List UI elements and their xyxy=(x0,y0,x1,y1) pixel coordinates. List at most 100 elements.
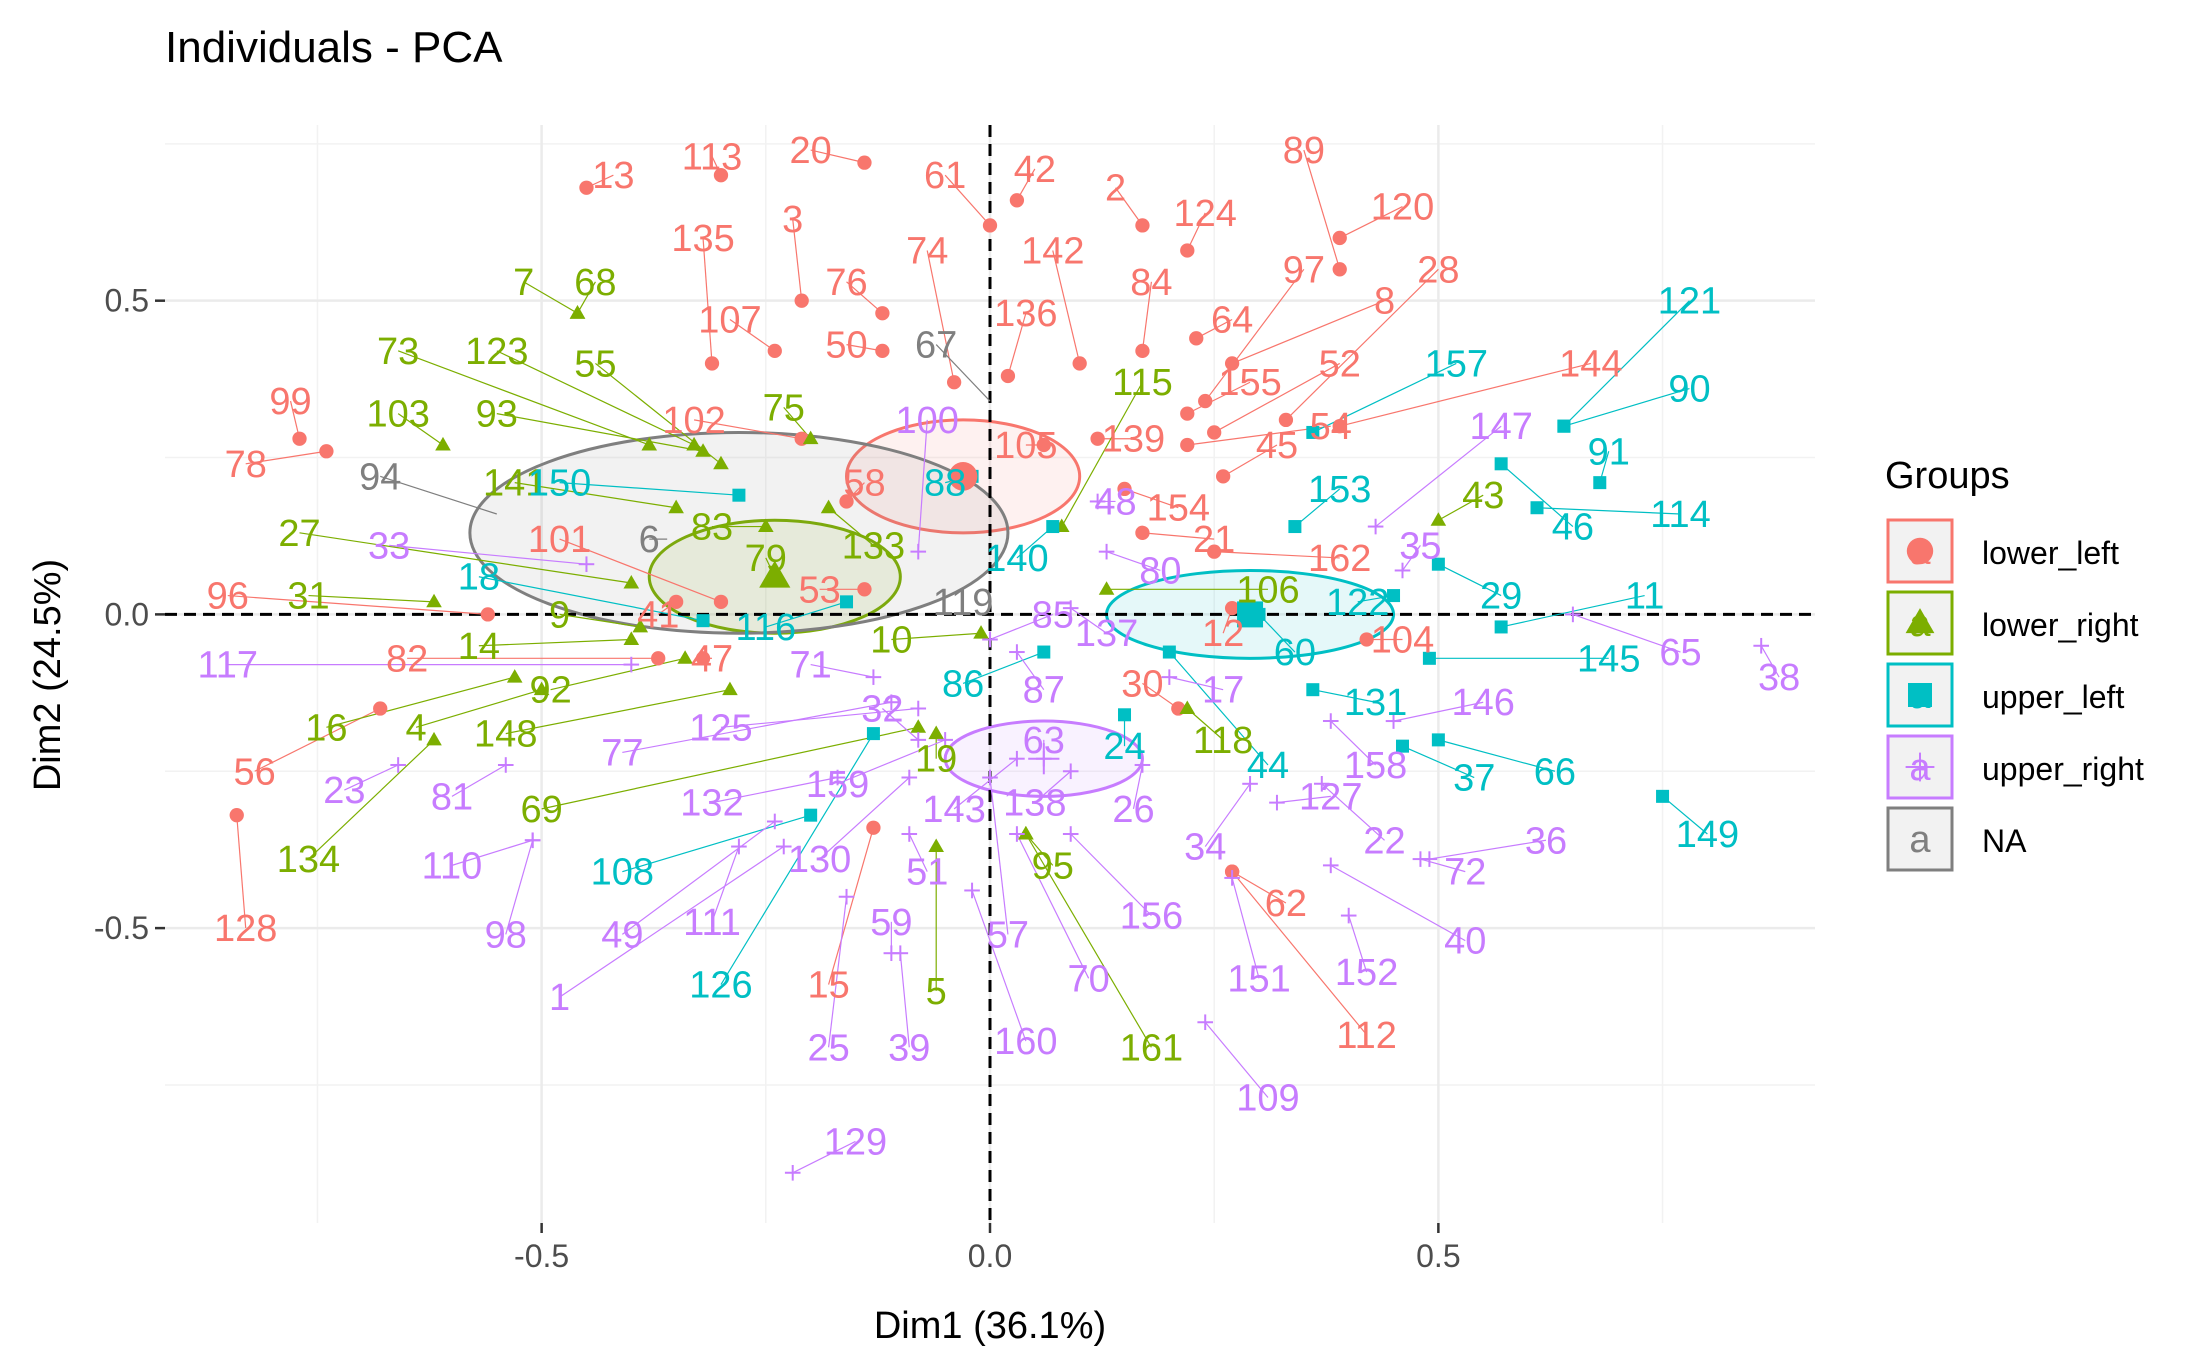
data-point xyxy=(1387,589,1401,603)
label-connector xyxy=(496,413,704,452)
point-label: 63 xyxy=(1023,720,1065,762)
data-point xyxy=(696,614,710,628)
label-connector xyxy=(1563,300,1690,427)
legend-key-symbol xyxy=(1905,608,1935,634)
label-connector xyxy=(523,281,578,314)
data-point xyxy=(1162,645,1176,659)
data-point xyxy=(1036,437,1051,453)
data-point xyxy=(1207,425,1222,440)
label-connector xyxy=(1142,532,1215,540)
data-point xyxy=(731,838,747,855)
point-label: 162 xyxy=(1308,538,1371,580)
label-connector xyxy=(1204,1021,1269,1098)
label-connector xyxy=(1321,783,1385,841)
label-connector xyxy=(711,846,740,923)
label-connector xyxy=(1231,300,1385,364)
label-connector xyxy=(559,538,722,603)
point-label: 58 xyxy=(843,463,885,505)
data-point xyxy=(1278,412,1294,428)
point-label: 150 xyxy=(528,463,591,505)
point-label: 77 xyxy=(601,732,643,774)
point-label: 32 xyxy=(861,689,903,731)
data-point xyxy=(946,375,962,390)
data-point xyxy=(775,838,792,855)
data-point xyxy=(875,343,890,359)
data-point xyxy=(910,719,927,733)
label-connector xyxy=(810,664,874,678)
axes: -0.5 0.0 0.5 -0.5 0.0 0.5 xyxy=(94,283,1461,1274)
point-label: 64 xyxy=(1211,300,1253,342)
point-label: 20 xyxy=(790,130,832,172)
data-point xyxy=(1332,262,1347,277)
legend-label: NA xyxy=(1982,823,2027,859)
label-connector xyxy=(926,250,955,383)
point-label: 61 xyxy=(924,155,966,197)
label-connector xyxy=(971,890,1027,1042)
point-label: 120 xyxy=(1371,187,1434,229)
point-label: 16 xyxy=(305,707,347,749)
point-label: 103 xyxy=(366,394,429,436)
chart-title: Individuals - PCA xyxy=(165,23,503,72)
data-point xyxy=(686,436,702,451)
data-point xyxy=(1179,700,1196,714)
data-point xyxy=(1431,733,1445,747)
data-point xyxy=(901,769,918,786)
data-point xyxy=(1037,645,1051,659)
point-label: 42 xyxy=(1014,149,1056,191)
label-connector xyxy=(299,532,632,584)
point-label: 44 xyxy=(1247,745,1289,787)
point-label: 33 xyxy=(368,525,410,567)
data-point xyxy=(1180,437,1195,453)
label-connector xyxy=(389,544,587,565)
data-point xyxy=(820,499,837,514)
point-label: 102 xyxy=(662,400,725,442)
label-connector xyxy=(1052,250,1081,364)
data-point xyxy=(1332,419,1347,434)
legend: Groups alower_leftalower_rightaupper_lef… xyxy=(1885,455,2144,872)
data-point xyxy=(1288,520,1302,534)
legend-label: upper_right xyxy=(1982,751,2144,787)
data-point xyxy=(1313,776,1330,792)
data-point xyxy=(1090,431,1105,446)
point-label: 37 xyxy=(1453,758,1495,800)
point-label: 74 xyxy=(906,230,948,272)
label-connector xyxy=(1402,545,1421,571)
data-point xyxy=(623,656,640,673)
data-point xyxy=(506,669,523,683)
label-connector xyxy=(693,419,802,440)
group-mean-lower_left xyxy=(948,462,978,491)
legend-label: lower_left xyxy=(1982,535,2119,571)
label-connector xyxy=(1662,795,1708,835)
point-label: 101 xyxy=(528,519,591,561)
data-point xyxy=(829,769,846,786)
data-point xyxy=(937,732,953,748)
label-connector xyxy=(505,840,534,935)
point-label: 110 xyxy=(422,845,483,887)
label-connector xyxy=(1214,551,1340,559)
label-connector xyxy=(1007,313,1027,377)
data-point xyxy=(1018,825,1034,840)
point-label: 60 xyxy=(1274,632,1316,674)
data-point xyxy=(794,293,809,308)
point-label: 19 xyxy=(915,739,957,781)
label-connector xyxy=(621,820,776,935)
data-point xyxy=(883,694,900,711)
point-label: 90 xyxy=(1668,369,1710,411)
label-connector xyxy=(1330,864,1466,942)
label-connector xyxy=(595,362,722,465)
data-point xyxy=(579,180,594,195)
label-connector xyxy=(451,764,507,797)
reference-lines xyxy=(165,125,1815,1223)
group-means xyxy=(759,462,1264,775)
data-point xyxy=(533,681,550,696)
data-point xyxy=(1530,501,1544,515)
data-point xyxy=(1135,343,1150,359)
label-connector xyxy=(1168,651,1269,766)
point-label: 75 xyxy=(763,387,805,429)
point-label: 146 xyxy=(1452,682,1515,724)
group-mean-upper_right xyxy=(1028,743,1060,775)
label-connector xyxy=(397,350,650,446)
point-label: 6 xyxy=(639,519,660,561)
data-point xyxy=(1180,243,1195,258)
